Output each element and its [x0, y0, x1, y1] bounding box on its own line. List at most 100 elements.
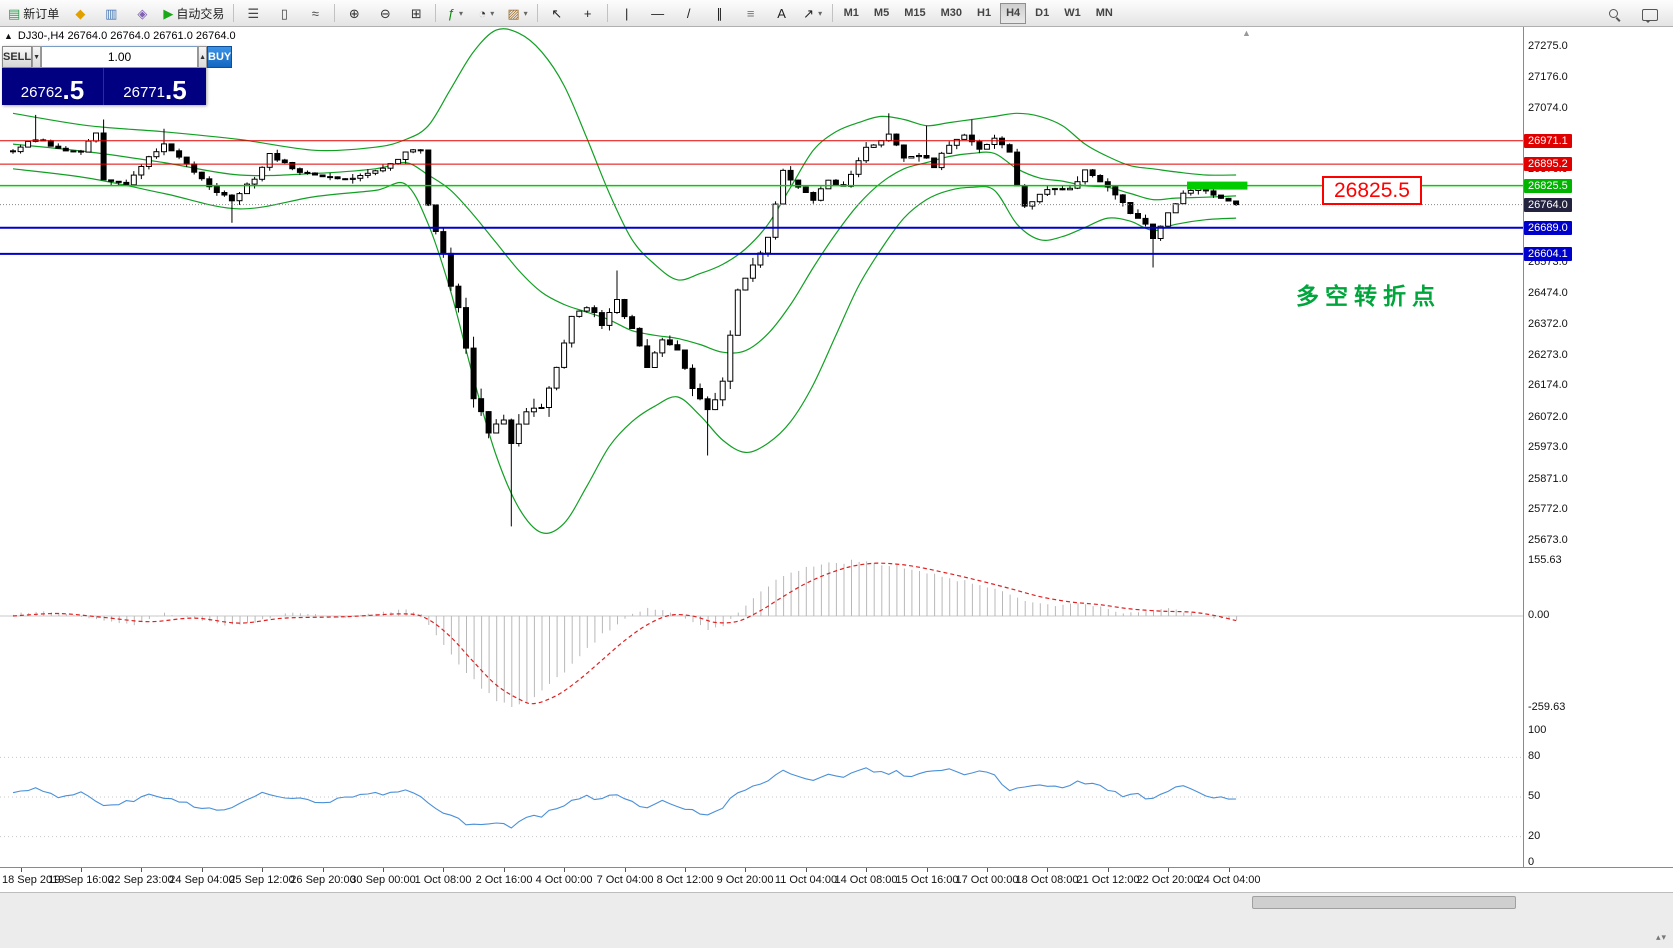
- time-tick: [927, 868, 928, 872]
- navigator-icon: ◈: [137, 5, 148, 21]
- data-window-button[interactable]: ▥: [96, 2, 126, 25]
- vertical-line-button[interactable]: |: [612, 2, 642, 25]
- symbol-ohlc-text: DJ30-,H4 26764.0 26764.0 26761.0 26764.0: [17, 30, 236, 42]
- search-button[interactable]: [1599, 3, 1629, 26]
- time-axis-label: 25 Sep 12:00: [229, 874, 295, 886]
- timeframe-d1-button[interactable]: D1: [1035, 7, 1050, 19]
- time-tick: [504, 868, 505, 872]
- time-axis-label: 9 Oct 20:00: [716, 874, 774, 886]
- time-axis-label: 2 Oct 16:00: [475, 874, 533, 886]
- zoom-in-button[interactable]: ⊕: [339, 2, 369, 25]
- timeframe-m15-button[interactable]: M15: [904, 7, 926, 19]
- volume-decrease-button[interactable]: ▼: [32, 46, 42, 68]
- fibonacci-icon: ≡: [746, 5, 755, 21]
- turning-point-annotation: 多空转折点: [1296, 283, 1441, 309]
- toolbar: ▤ 新订单 ◆ ▥ ◈ ▶ 自动交易 ☰ ▯ ≈ ⊕ ⊖ ⊞ ƒ ▾ ◔ ▾ ▨ ▾ ↖ + | — / ∥ ≡ A ↗ ▾ M1 M5 M1…: [0, 0, 1673, 27]
- chart-candles-button[interactable]: ▯: [269, 2, 299, 25]
- buy-price-frac: .5: [165, 75, 187, 106]
- new-order-button-label: 新订单: [23, 6, 60, 21]
- time-axis-label: 7 Oct 04:00: [596, 874, 654, 886]
- timeframe-mn-button[interactable]: MN: [1095, 7, 1113, 19]
- scroll-corner-arrows[interactable]: ▴▾: [1655, 932, 1667, 942]
- zoom-out-button[interactable]: ⊖: [370, 2, 400, 25]
- horizontal-line-button[interactable]: —: [643, 2, 673, 25]
- time-axis-label: 4 Oct 00:00: [535, 874, 593, 886]
- arrows-icon: ↗: [803, 5, 815, 21]
- navigator-button[interactable]: ◈: [127, 2, 157, 25]
- toolbar-right: [1599, 3, 1665, 26]
- time-axis-label: 15 Oct 16:00: [895, 874, 959, 886]
- time-tick: [866, 868, 867, 872]
- volume-increase-button[interactable]: ▲: [198, 46, 207, 68]
- channel-button[interactable]: ∥: [705, 2, 735, 25]
- toolbar-separator: [606, 4, 608, 22]
- horizontal-scrollbar-thumb[interactable]: [1252, 896, 1516, 909]
- chart-bars-icon: ☰: [247, 5, 260, 21]
- timeframe-h1-button[interactable]: H1: [977, 7, 992, 19]
- search-icon: [1608, 8, 1621, 21]
- fibonacci-button[interactable]: ≡: [736, 2, 766, 25]
- text-button[interactable]: A: [767, 2, 797, 25]
- time-axis-label: 17 Oct 00:00: [955, 874, 1019, 886]
- chart-info-bar[interactable]: ▲ DJ30-,H4 26764.0 26764.0 26761.0 26764…: [4, 30, 236, 42]
- dropdown-arrow-icon: ▾: [523, 8, 528, 18]
- sell-button[interactable]: SELL: [2, 46, 33, 68]
- time-tick: [21, 868, 22, 872]
- periods-icon: ◔: [478, 5, 487, 21]
- channel-icon: ∥: [716, 5, 723, 21]
- crosshair-icon: +: [583, 5, 592, 21]
- chart-bars-button[interactable]: ☰: [238, 2, 268, 25]
- highlight-zone: [1187, 181, 1248, 190]
- chat-button[interactable]: [1635, 3, 1665, 26]
- toolbar-separator: [334, 4, 336, 22]
- one-click-trading-panel: SELL ▼ ▲ BUY 26762 .5 26771 .5: [2, 46, 233, 105]
- time-tick: [1229, 868, 1230, 872]
- time-axis-label: 1 Oct 08:00: [414, 874, 472, 886]
- time-axis-label: 30 Sep 00:00: [350, 874, 416, 886]
- autotrading-button-label: 自动交易: [176, 6, 225, 21]
- buy-price[interactable]: 26771 .5: [104, 68, 206, 105]
- autotrading-icon: ▶: [163, 5, 174, 21]
- autotrading-button[interactable]: ▶ 自动交易: [158, 2, 229, 25]
- tile-windows-button[interactable]: ⊞: [401, 2, 431, 25]
- chart-line-icon: ≈: [311, 5, 319, 21]
- tile-windows-icon: ⊞: [410, 5, 422, 21]
- timeframe-m5-button[interactable]: M5: [873, 7, 890, 19]
- chart-line-button[interactable]: ≈: [300, 2, 330, 25]
- new-order-button[interactable]: ▤ 新订单: [3, 2, 64, 25]
- dropdown-arrow-icon: ▾: [458, 8, 463, 18]
- time-tick: [262, 868, 263, 872]
- one-click-toggle-icon[interactable]: ▲: [4, 31, 13, 41]
- timeframe-m30-button[interactable]: M30: [940, 7, 963, 19]
- time-axis-label: 22 Sep 23:00: [108, 874, 174, 886]
- arrows-button[interactable]: ↗ ▾: [798, 2, 828, 25]
- crosshair-button[interactable]: +: [573, 2, 603, 25]
- timeframe-w1-button[interactable]: W1: [1064, 7, 1081, 19]
- vertical-line-icon: |: [624, 5, 629, 21]
- bollinger-upper-band: [12, 28, 1237, 281]
- timeframe-h4-button[interactable]: H4: [1000, 2, 1027, 24]
- toolbar-separator: [536, 4, 538, 22]
- toolbar-separator: [435, 4, 437, 22]
- templates-button[interactable]: ▨ ▾: [502, 2, 532, 25]
- timeframe-m1-button[interactable]: M1: [843, 7, 859, 19]
- macd-signal-line: [12, 562, 1237, 705]
- buy-price-main: 26771: [123, 84, 166, 102]
- buy-button[interactable]: BUY: [207, 46, 233, 68]
- data-window-icon: ▥: [105, 5, 118, 21]
- time-tick: [1108, 868, 1109, 872]
- cursor-button[interactable]: ↖: [542, 2, 572, 25]
- candles: [10, 113, 1240, 527]
- chart-shift-marker-icon: ▲: [1242, 28, 1251, 38]
- market-watch-icon: ◆: [75, 5, 86, 21]
- trendline-button[interactable]: /: [674, 2, 704, 25]
- periods-button[interactable]: ◔ ▾: [471, 2, 501, 25]
- indicators-button[interactable]: ƒ ▾: [440, 2, 470, 25]
- volume-input[interactable]: [41, 46, 199, 68]
- horizontal-line-icon: —: [651, 5, 665, 21]
- sell-price[interactable]: 26762 .5: [2, 68, 104, 105]
- price-annotation-box: 26825.5: [1322, 176, 1422, 205]
- market-watch-button[interactable]: ◆: [65, 2, 95, 25]
- time-tick: [202, 868, 203, 872]
